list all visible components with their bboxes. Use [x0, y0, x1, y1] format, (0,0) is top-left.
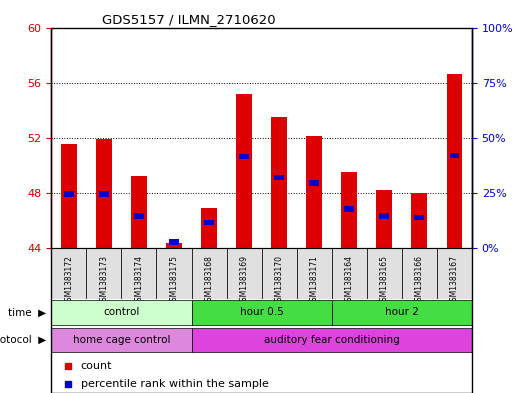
- Text: GSM1383166: GSM1383166: [415, 255, 424, 306]
- Text: GSM1383165: GSM1383165: [380, 255, 389, 306]
- Bar: [64, 191, 74, 196]
- Bar: [227, 248, 262, 299]
- Bar: [415, 215, 424, 220]
- Bar: [437, 248, 472, 299]
- Bar: [271, 117, 287, 248]
- Text: GSM1383170: GSM1383170: [274, 255, 284, 306]
- Bar: [332, 300, 472, 325]
- Bar: [344, 206, 354, 212]
- Text: GSM1383173: GSM1383173: [100, 255, 108, 306]
- Text: GDS5157 / ILMN_2710620: GDS5157 / ILMN_2710620: [102, 13, 275, 26]
- Text: auditory fear conditioning: auditory fear conditioning: [264, 335, 400, 345]
- Bar: [191, 248, 227, 299]
- Bar: [204, 220, 214, 226]
- Bar: [377, 190, 392, 248]
- Bar: [236, 94, 252, 248]
- Bar: [166, 244, 182, 248]
- Bar: [411, 193, 427, 248]
- Bar: [446, 74, 462, 248]
- Text: GSM1383169: GSM1383169: [240, 255, 249, 306]
- Bar: [99, 191, 109, 196]
- Bar: [51, 328, 191, 352]
- Bar: [262, 248, 297, 299]
- Bar: [332, 248, 367, 299]
- Text: GSM1383168: GSM1383168: [205, 255, 213, 306]
- Bar: [134, 213, 144, 219]
- Text: home cage control: home cage control: [73, 335, 170, 345]
- Bar: [61, 144, 77, 248]
- Bar: [191, 328, 472, 352]
- Bar: [239, 154, 249, 160]
- Bar: [297, 248, 332, 299]
- Text: hour 2: hour 2: [385, 307, 419, 318]
- Text: hour 0.5: hour 0.5: [240, 307, 284, 318]
- Bar: [131, 176, 147, 248]
- Text: GSM1383172: GSM1383172: [64, 255, 73, 306]
- Bar: [122, 248, 156, 299]
- Bar: [86, 248, 122, 299]
- Bar: [367, 248, 402, 299]
- Bar: [201, 208, 217, 248]
- Text: control: control: [103, 307, 140, 318]
- Bar: [156, 248, 191, 299]
- Bar: [96, 139, 112, 248]
- Text: percentile rank within the sample: percentile rank within the sample: [81, 379, 269, 389]
- Bar: [191, 300, 332, 325]
- Bar: [169, 239, 179, 245]
- Bar: [274, 175, 284, 180]
- Text: GSM1383164: GSM1383164: [345, 255, 354, 306]
- Text: GSM1383171: GSM1383171: [310, 255, 319, 306]
- Text: time  ▶: time ▶: [8, 307, 46, 318]
- Bar: [51, 248, 86, 299]
- Bar: [449, 153, 459, 158]
- Bar: [380, 213, 389, 219]
- Text: count: count: [81, 362, 112, 371]
- Bar: [309, 180, 319, 185]
- Text: protocol  ▶: protocol ▶: [0, 335, 46, 345]
- Text: GSM1383175: GSM1383175: [169, 255, 179, 306]
- Text: GSM1383174: GSM1383174: [134, 255, 144, 306]
- Text: GSM1383167: GSM1383167: [450, 255, 459, 306]
- Bar: [402, 248, 437, 299]
- Bar: [306, 136, 322, 248]
- Bar: [51, 300, 191, 325]
- Bar: [341, 172, 357, 248]
